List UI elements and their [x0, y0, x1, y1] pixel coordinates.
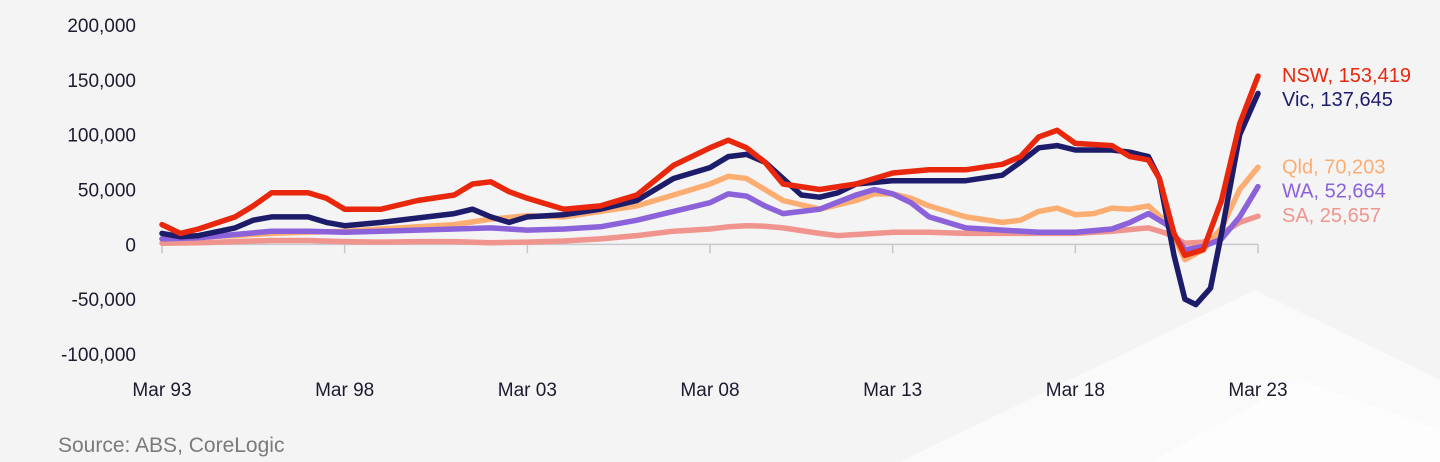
x-tick-label: Mar 23 — [1228, 380, 1287, 401]
y-axis: 200,000 150,000 100,000 50,000 0 -50,000 -100,… — [61, 16, 136, 366]
x-axis: Mar 93 Mar 98 Mar 03 Mar 08 Mar 13 Mar 18 Mar … — [132, 243, 1288, 401]
series-line-sa — [159, 213, 1261, 246]
x-tick-label: Mar 13 — [863, 380, 922, 401]
end-label-sa: SA, 25,657 — [1282, 205, 1381, 227]
x-tick-label: Mar 18 — [1046, 380, 1105, 401]
end-label-vic: Vic, 137,645 — [1282, 89, 1393, 111]
x-tick-label: Mar 93 — [132, 380, 191, 401]
end-label-qld: Qld, 70,203 — [1282, 156, 1385, 178]
end-label-wa: WA, 52,664 — [1282, 180, 1386, 202]
end-label-nsw: NSW, 153,419 — [1282, 65, 1411, 87]
y-tick-label: 50,000 — [78, 181, 136, 202]
x-tick-label: Mar 98 — [315, 380, 374, 401]
x-tick-label: Mar 08 — [680, 380, 739, 401]
series-lines — [159, 73, 1261, 308]
y-tick-label: -100,000 — [61, 345, 136, 366]
series-line-wa — [159, 183, 1261, 253]
series-line-nsw — [159, 73, 1261, 259]
y-tick-label: 150,000 — [67, 71, 136, 92]
y-tick-label: 200,000 — [67, 16, 136, 37]
y-tick-label: 0 — [125, 235, 136, 256]
y-tick-label: -50,000 — [72, 290, 136, 311]
y-tick-label: 100,000 — [67, 126, 136, 147]
source-note: Source: ABS, CoreLogic — [58, 434, 285, 457]
x-tick-label: Mar 03 — [498, 380, 557, 401]
